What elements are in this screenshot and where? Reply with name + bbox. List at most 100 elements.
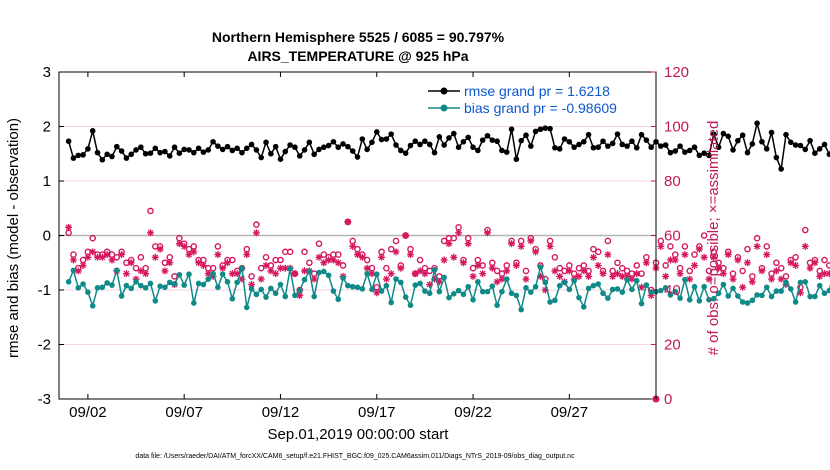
assimilated-obs-point bbox=[349, 242, 357, 250]
bias-series-point bbox=[812, 293, 818, 300]
rmse-series bbox=[65, 120, 830, 172]
assimilated-obs-point bbox=[695, 245, 703, 253]
assimilated-obs-point bbox=[156, 245, 164, 253]
assimilated-obs-point bbox=[127, 259, 135, 267]
assimilated-obs-point bbox=[546, 242, 554, 250]
bias-series-point bbox=[224, 279, 231, 285]
rmse-series-point bbox=[710, 131, 717, 137]
bias-series-point bbox=[301, 276, 308, 283]
assimilated-obs-point bbox=[291, 270, 299, 278]
bias-series-point bbox=[455, 287, 462, 294]
assimilated-obs-point bbox=[151, 253, 159, 261]
bias-series-point bbox=[335, 296, 342, 303]
assimilated-obs-point bbox=[609, 272, 617, 280]
assimilated-obs-point bbox=[748, 278, 756, 286]
rmse-series-point bbox=[431, 149, 438, 156]
assimilated-obs-point bbox=[122, 270, 130, 278]
y-left-tick-label: -2 bbox=[38, 337, 51, 354]
rmse-series-point bbox=[677, 143, 683, 149]
rmse-series-point bbox=[696, 152, 703, 159]
assimilated-obs-point bbox=[281, 264, 289, 272]
rmse-series-point bbox=[330, 138, 337, 145]
assimilated-obs-point bbox=[483, 229, 491, 237]
rmse-series-point bbox=[128, 151, 135, 158]
assimilated-obs-point bbox=[262, 261, 270, 269]
bias-series-point bbox=[243, 304, 250, 311]
bias-series-point bbox=[330, 288, 337, 294]
possible-obs-point bbox=[310, 270, 318, 277]
rmse-series-point bbox=[176, 150, 183, 157]
assimilated-obs-point bbox=[450, 253, 458, 261]
assimilated-obs-point bbox=[431, 275, 439, 283]
assimilated-obs-point bbox=[228, 270, 236, 278]
bias-series-point bbox=[725, 293, 732, 299]
rmse-series-point bbox=[609, 140, 616, 147]
possible-obs-point bbox=[691, 251, 698, 258]
rmse-series-point bbox=[735, 137, 741, 144]
rmse-series-point bbox=[590, 144, 597, 151]
assimilated-obs-point bbox=[638, 283, 646, 291]
assimilated-obs-point bbox=[642, 259, 650, 267]
possible-obs-point bbox=[748, 273, 756, 280]
assimilated-obs-point bbox=[435, 278, 443, 286]
bias-series-point bbox=[672, 288, 679, 295]
possible-obs-point bbox=[70, 251, 77, 258]
bias-series-point bbox=[162, 284, 168, 291]
bias-series-point bbox=[412, 282, 419, 288]
rmse-series-point bbox=[388, 131, 395, 137]
bias-series-point bbox=[802, 279, 809, 285]
rmse-series-point bbox=[763, 146, 770, 152]
possible-obs-point bbox=[667, 243, 674, 250]
legend-rmse-label: rmse grand pr = 1.6218 bbox=[464, 83, 610, 99]
possible-obs-point bbox=[826, 262, 830, 269]
rmse-series-point bbox=[643, 137, 650, 143]
assimilated-obs-point bbox=[195, 259, 203, 267]
rmse-series-point bbox=[142, 150, 149, 157]
possible-obs-point bbox=[334, 251, 342, 258]
assimilated-obs-point bbox=[734, 256, 742, 264]
possible-obs-point bbox=[768, 270, 775, 277]
possible-obs-point bbox=[517, 237, 525, 245]
rmse-series-point bbox=[475, 147, 481, 154]
assimilated-obs-point bbox=[185, 251, 193, 259]
rmse-series-point bbox=[523, 132, 529, 139]
legend-bias-label: bias grand pr = -0.98609 bbox=[464, 100, 617, 116]
rmse-series-point bbox=[658, 143, 664, 149]
assimilated-obs-point bbox=[488, 264, 496, 272]
assimilated-obs-point bbox=[801, 242, 809, 250]
x-axis: 09/02 09/07 09/12 09/17 09/22 09/27 bbox=[69, 72, 588, 421]
assimilated-obs-point bbox=[296, 291, 304, 299]
bias-series-point bbox=[763, 284, 770, 291]
rmse-series-point bbox=[412, 138, 419, 145]
assimilated-obs-point bbox=[301, 267, 309, 275]
rmse-series-point bbox=[253, 147, 260, 153]
rmse-series-point bbox=[191, 149, 197, 156]
assimilated-obs-point bbox=[787, 259, 795, 267]
possible-obs-point bbox=[503, 262, 511, 269]
possible-obs-point bbox=[739, 267, 746, 275]
bias-series-point bbox=[186, 271, 192, 277]
rmse-series-point bbox=[715, 144, 722, 151]
plot-area bbox=[65, 120, 830, 403]
rmse-series-point bbox=[797, 142, 804, 149]
bias-series-point bbox=[378, 288, 385, 294]
bias-series-point bbox=[94, 285, 101, 291]
assimilated-obs-point bbox=[118, 251, 126, 259]
rmse-series-point bbox=[725, 133, 732, 140]
rmse-series-point bbox=[258, 154, 265, 161]
bias-series-point bbox=[450, 291, 457, 297]
assimilated-obs-point bbox=[368, 270, 376, 278]
y-left-tick-label: 2 bbox=[43, 119, 51, 136]
possible-obs-point bbox=[349, 237, 356, 245]
possible-obs-point bbox=[132, 264, 140, 272]
bias-series-point bbox=[619, 289, 626, 295]
possible-obs-point bbox=[373, 283, 381, 291]
bias-series-point bbox=[691, 283, 698, 290]
rmse-series-point bbox=[195, 145, 202, 152]
rmse-series-point bbox=[465, 134, 472, 141]
rmse-series-point bbox=[812, 150, 818, 157]
possible-obs-point bbox=[306, 259, 313, 267]
rmse-series-point bbox=[441, 142, 447, 148]
rmse-series-point bbox=[123, 155, 130, 161]
assimilated-obs-point bbox=[161, 267, 169, 275]
